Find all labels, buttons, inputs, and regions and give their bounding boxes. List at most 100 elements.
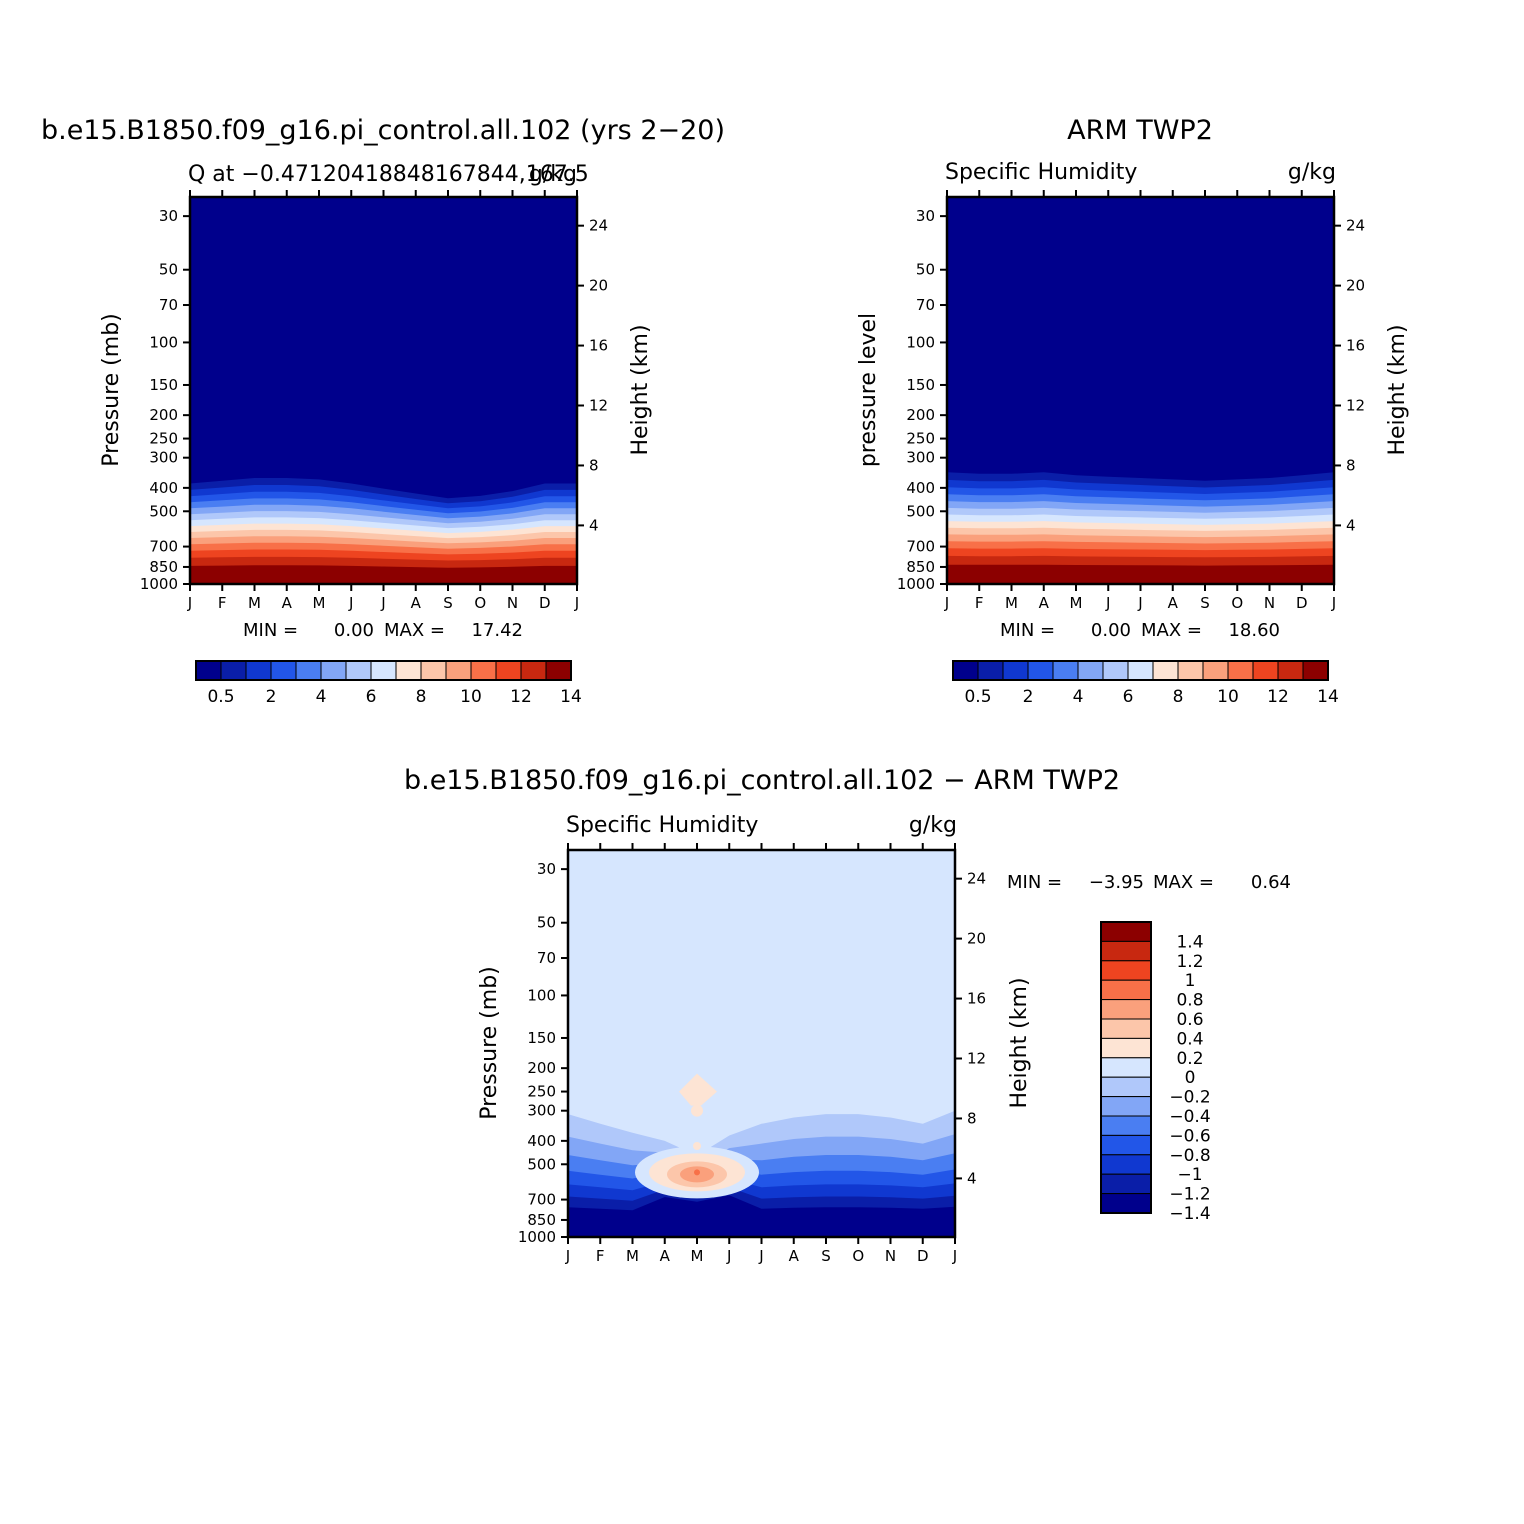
- y-tick-label: 250: [906, 430, 935, 448]
- colorbar-swatch: [1277, 660, 1304, 681]
- height-tick-label: 12: [589, 397, 608, 415]
- x-tick-label: M: [1005, 594, 1018, 612]
- y-tick-label: 850: [906, 558, 935, 576]
- mid-anomaly-dot: [693, 1141, 701, 1150]
- height-tick-label: 12: [1346, 397, 1365, 415]
- model-y-axis-label: Pressure (mb): [99, 313, 124, 467]
- x-tick-label: A: [1039, 594, 1050, 612]
- x-tick-label: J: [1137, 594, 1142, 612]
- model-max-value: 17.42: [471, 620, 523, 641]
- colorbar-label: 2: [266, 687, 277, 707]
- model-min-value: 0.00: [334, 620, 374, 641]
- height-tick-label: 24: [589, 217, 608, 235]
- colorbar-label: 8: [416, 687, 427, 707]
- colorbar-swatch: [270, 660, 297, 681]
- difference-panel-subtitle: Specific Humidity: [566, 813, 758, 838]
- x-tick-label: N: [507, 594, 518, 612]
- colorbar-swatch: [977, 660, 1004, 681]
- height-tick-label: 20: [967, 930, 986, 948]
- x-tick-label: F: [596, 1247, 605, 1265]
- x-tick-label: O: [474, 594, 486, 612]
- colorbar-swatch: [1077, 660, 1104, 681]
- x-tick-label: J: [952, 1247, 957, 1265]
- x-tick-label: A: [660, 1247, 671, 1265]
- colorbar-swatch: [220, 660, 247, 681]
- x-tick-label: M: [248, 594, 261, 612]
- obs-min-label: MIN =: [1000, 620, 1055, 641]
- y-tick-label: 200: [527, 1059, 556, 1077]
- colorbar-swatch: [1100, 1173, 1152, 1195]
- y-tick-label: 300: [149, 449, 178, 467]
- colorbar-swatch: [1100, 1115, 1152, 1136]
- obs-humidity-field: [947, 197, 1334, 584]
- y-tick-label: 100: [527, 986, 556, 1004]
- x-tick-label: J: [574, 594, 579, 612]
- colorbar-frame: [952, 660, 1329, 681]
- y-tick-label: 300: [906, 449, 935, 467]
- height-tick-label: 16: [967, 990, 986, 1008]
- height-tick-label: 4: [1346, 516, 1356, 534]
- colorbar-swatch: [1100, 921, 1152, 942]
- height-tick-label: 20: [1346, 277, 1365, 295]
- colorbar-swatch: [1027, 660, 1054, 681]
- colorbar-label: 0.5: [207, 687, 234, 707]
- model-humidity-field: [190, 197, 577, 584]
- colorbar-label: 12: [510, 687, 532, 707]
- difference-field: [568, 850, 955, 1237]
- y-tick-label: 100: [149, 333, 178, 351]
- colorbar-swatch: [1100, 1057, 1152, 1078]
- colorbar-label: 6: [1123, 687, 1134, 707]
- difference-panel-units: g/kg: [909, 813, 957, 838]
- y-tick-label: 150: [527, 1029, 556, 1047]
- obs-panel-units: g/kg: [1288, 160, 1336, 185]
- y-tick-label: 70: [537, 949, 556, 967]
- colorbar-swatch: [345, 660, 372, 681]
- model-min-label: MIN =: [243, 620, 298, 641]
- colorbar-frame: [195, 660, 572, 681]
- difference-min-label: MIN =: [1007, 872, 1062, 893]
- height-tick-label: 8: [967, 1109, 977, 1127]
- model-colorbar: 0.5 2 4 6 8 10 12 14: [195, 660, 582, 707]
- y-tick-label: 500: [906, 502, 935, 520]
- colorbar-label: 0.4: [1176, 1029, 1203, 1049]
- upper-anomaly-dot: [691, 1104, 703, 1117]
- colorbar-label: 0.2: [1176, 1049, 1203, 1069]
- y-tick-label: 50: [916, 261, 935, 279]
- y-tick-label: 700: [149, 538, 178, 556]
- colorbar-swatch: [445, 660, 472, 681]
- x-tick-label: A: [789, 1247, 800, 1265]
- x-tick-label: D: [917, 1247, 929, 1265]
- anomaly-peak: [694, 1169, 700, 1176]
- colorbar-swatch: [1127, 660, 1154, 681]
- obs-min-value: 0.00: [1091, 620, 1131, 641]
- colorbar-label: 12: [1267, 687, 1289, 707]
- colorbar-label: 2: [1023, 687, 1034, 707]
- y-tick-label: 400: [149, 479, 178, 497]
- height-tick-label: 20: [589, 277, 608, 295]
- colorbar-swatch: [1002, 660, 1029, 681]
- colorbar-frame: [1100, 921, 1152, 1214]
- x-tick-label: A: [1168, 594, 1179, 612]
- x-tick-label: M: [313, 594, 326, 612]
- height-tick-label: 12: [967, 1050, 986, 1068]
- colorbar-swatch: [1100, 1037, 1152, 1059]
- colorbar-label: 14: [560, 687, 582, 707]
- y-tick-label: 1000: [518, 1228, 556, 1246]
- difference-y-axis-label: Pressure (mb): [477, 966, 502, 1120]
- x-tick-label: A: [411, 594, 422, 612]
- y-tick-label: 700: [906, 538, 935, 556]
- height-tick-label: 4: [589, 516, 599, 534]
- colorbar-swatch: [1100, 1134, 1152, 1156]
- colorbar-swatch: [470, 660, 497, 681]
- y-tick-label: 50: [159, 261, 178, 279]
- height-tick-label: 24: [1346, 217, 1365, 235]
- y-tick-label: 30: [537, 860, 556, 878]
- colorbar-label: 0.6: [1176, 1010, 1203, 1030]
- obs-max-value: 18.60: [1228, 620, 1280, 641]
- colorbar-label: 0.5: [964, 687, 991, 707]
- colorbar-swatch: [195, 660, 222, 681]
- x-tick-label: J: [944, 594, 949, 612]
- y-tick-label: 100: [906, 333, 935, 351]
- model-max-label: MAX =: [384, 620, 445, 641]
